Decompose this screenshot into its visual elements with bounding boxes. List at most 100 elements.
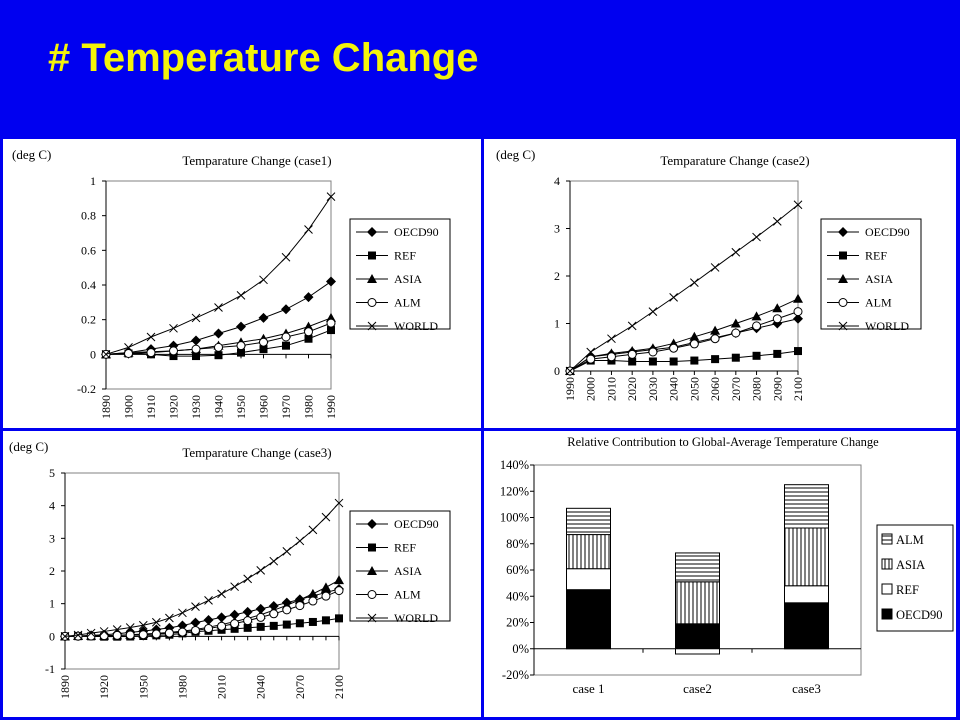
series-line xyxy=(64,590,340,637)
legend-box xyxy=(820,218,922,330)
y-tick-label: 2 xyxy=(49,564,55,578)
y-tick-label: 1 xyxy=(90,174,96,188)
data-point xyxy=(308,596,318,606)
data-point xyxy=(731,353,740,362)
data-point xyxy=(101,349,111,359)
data-point xyxy=(214,342,223,352)
data-point xyxy=(73,631,83,641)
legend-marker xyxy=(367,566,377,575)
legend-swatch xyxy=(881,533,893,545)
y-tick-label: 1 xyxy=(554,317,560,331)
data-point xyxy=(772,303,783,313)
legend-label: REF xyxy=(865,249,887,263)
data-point xyxy=(730,318,741,328)
data-point xyxy=(138,620,148,630)
series-world xyxy=(60,498,344,641)
data-point xyxy=(308,617,317,626)
legend-label: OECD90 xyxy=(394,517,439,531)
y-tick-label: -1 xyxy=(45,662,55,676)
data-point xyxy=(169,352,178,361)
data-point xyxy=(168,340,179,351)
data-point xyxy=(204,623,214,633)
legend-box xyxy=(349,510,451,622)
data-point xyxy=(606,352,616,362)
data-point xyxy=(125,623,135,632)
legend-marker xyxy=(367,298,377,307)
bar-segment-oecd90 xyxy=(675,623,720,650)
y-tick-label: -0.2 xyxy=(77,382,96,396)
data-point xyxy=(269,609,279,619)
data-point xyxy=(793,307,803,317)
y-unit-label: (deg C) xyxy=(12,147,52,162)
y-tick-label: 20% xyxy=(506,616,529,630)
data-point xyxy=(191,313,201,323)
chart-title: Temparature Change (case2) xyxy=(660,153,810,168)
y-tick-label: 4 xyxy=(49,499,55,513)
x-tick-label: 1950 xyxy=(136,675,150,699)
data-point xyxy=(320,582,331,592)
legend-label: REF xyxy=(394,249,416,263)
series-line xyxy=(569,311,799,372)
legend-label: ALM xyxy=(865,296,892,310)
legend-label: OECD90 xyxy=(865,225,910,239)
data-point xyxy=(243,623,252,632)
data-point xyxy=(151,617,161,627)
data-point xyxy=(295,619,304,628)
x-tick-label: 1990 xyxy=(324,395,338,419)
data-point xyxy=(151,629,161,639)
x-tick-label: 1930 xyxy=(189,395,203,419)
data-point xyxy=(628,357,637,366)
data-point xyxy=(230,624,239,633)
series-line xyxy=(64,502,340,637)
legend-label: REF xyxy=(394,541,416,555)
bar-segment-ref xyxy=(784,585,829,604)
data-point xyxy=(281,304,291,315)
data-point xyxy=(710,325,721,335)
data-point xyxy=(112,630,122,640)
data-point xyxy=(281,332,291,342)
series-line xyxy=(569,318,799,372)
data-point xyxy=(304,225,313,234)
data-point xyxy=(213,328,224,339)
y-tick-label: 0% xyxy=(512,642,529,656)
chart-panel-contribution: Relative Contribution to Global-Average … xyxy=(484,431,956,717)
bar-segment-ref xyxy=(566,568,611,591)
legend-marker xyxy=(838,321,848,331)
data-point xyxy=(772,217,782,226)
data-point xyxy=(304,334,313,343)
chart-title: Relative Contribution to Global-Average … xyxy=(567,435,879,449)
x-tick-label: 1920 xyxy=(167,395,181,419)
y-tick-label: 140% xyxy=(500,458,529,472)
x-tick-label: 2050 xyxy=(687,377,701,401)
legend-marker xyxy=(367,590,377,599)
data-point xyxy=(178,608,187,618)
legend-label: ASIA xyxy=(394,272,422,286)
legend: OECD90 REF ASIA ALM WORLD xyxy=(349,510,451,625)
x-tick-label: 1980 xyxy=(175,675,189,699)
data-point xyxy=(146,332,156,342)
legend-box xyxy=(349,218,451,330)
x-tick-label: 2000 xyxy=(584,377,598,401)
legend-label: OECD90 xyxy=(394,225,439,239)
bar-stack-case3 xyxy=(784,484,829,650)
data-point xyxy=(752,232,761,242)
x-tick-label: 2070 xyxy=(729,377,743,401)
bar-segment-ref xyxy=(675,648,720,655)
series-alm xyxy=(101,318,336,359)
data-point xyxy=(731,247,741,257)
data-point xyxy=(326,192,336,201)
data-point xyxy=(334,586,344,596)
y-tick-label: 80% xyxy=(506,537,529,551)
x-tick-label: case 1 xyxy=(572,681,604,696)
data-point xyxy=(259,275,268,285)
data-point xyxy=(282,341,290,350)
data-point xyxy=(217,589,226,599)
legend-marker xyxy=(367,613,377,623)
series-asia xyxy=(565,293,803,375)
data-point xyxy=(256,565,266,575)
data-point xyxy=(295,601,305,611)
bar-stack-case1 xyxy=(566,507,611,650)
data-point xyxy=(169,323,178,333)
x-tick-label: 1890 xyxy=(58,675,72,699)
